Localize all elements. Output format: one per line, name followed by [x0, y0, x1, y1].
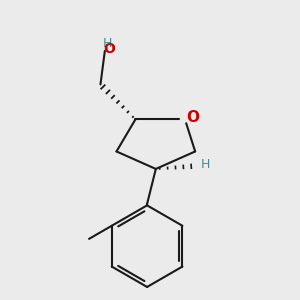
Text: H: H — [201, 158, 210, 171]
Text: H: H — [103, 37, 112, 50]
Text: O: O — [103, 43, 115, 56]
Text: O: O — [186, 110, 199, 125]
